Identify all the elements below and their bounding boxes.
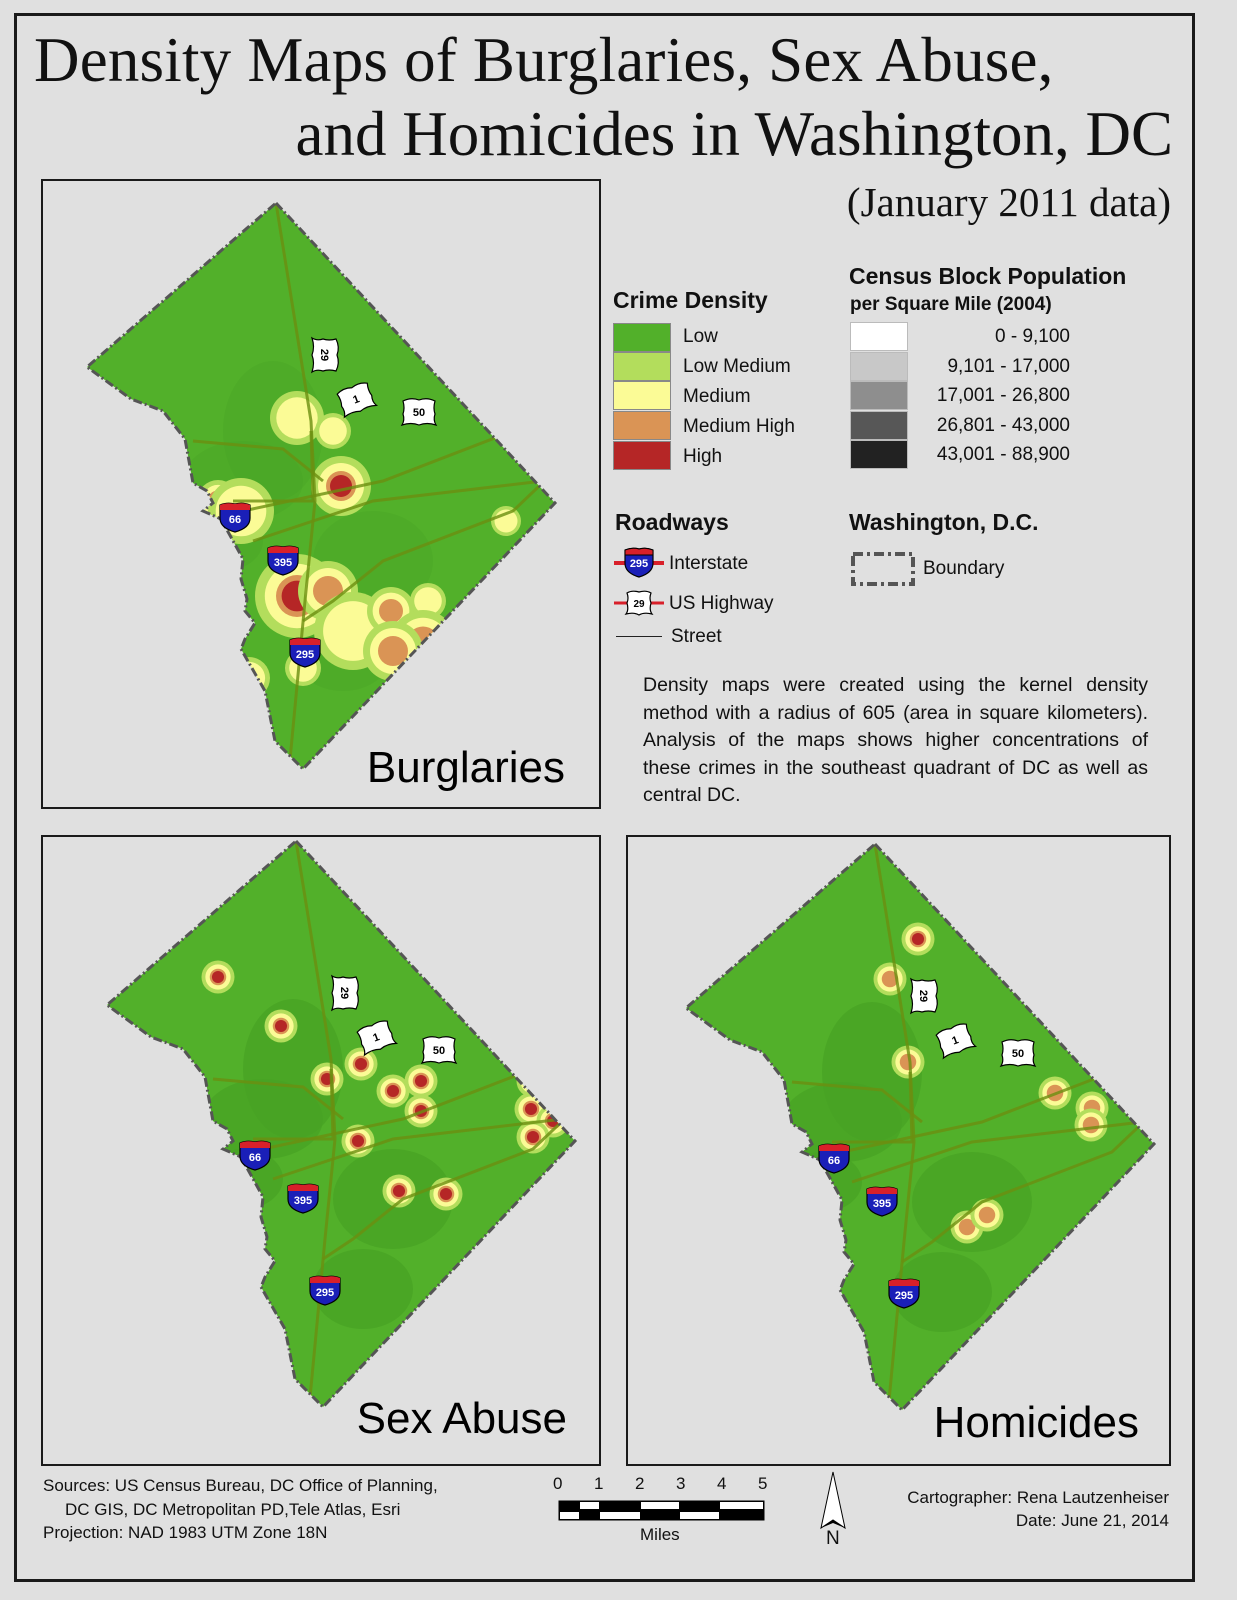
- burglaries-map-frame: 66 395 295 29 1 50 Burglaries: [41, 179, 601, 809]
- svg-text:66: 66: [229, 514, 241, 526]
- legend-label-high: High: [683, 446, 723, 467]
- svg-text:29: 29: [338, 987, 350, 999]
- scale-tick-2: 2: [635, 1474, 645, 1493]
- legend-swatch-low: [613, 323, 671, 352]
- cartographer-credit: Cartographer: Rena Lautzenheiser: [907, 1488, 1169, 1507]
- pop-swatch-5: [850, 440, 908, 469]
- svg-text:1: 1: [950, 1034, 960, 1047]
- scale-tick-4: 4: [717, 1474, 727, 1493]
- pop-range-1: 0 - 9,100: [995, 326, 1070, 347]
- page-title-line1: Density Maps of Burglaries, Sex Abuse,: [34, 25, 1054, 95]
- svg-text:295: 295: [630, 558, 648, 570]
- pop-range-3: 17,001 - 26,800: [936, 385, 1070, 406]
- homicides-map-label: Homicides: [933, 1398, 1139, 1447]
- scale-unit: Miles: [640, 1525, 680, 1544]
- burglaries-map: 66 395 295 29 1 50: [84, 200, 558, 772]
- map-layout-border: [14, 13, 1195, 1582]
- legend-label-medium: Medium: [683, 386, 751, 407]
- street-line-icon: [616, 636, 662, 637]
- legend-label-low: Low: [683, 326, 718, 347]
- svg-text:295: 295: [895, 1290, 913, 1302]
- page-title-line2: and Homicides in Washington, DC: [295, 99, 1173, 169]
- pop-range-5: 43,001 - 88,900: [936, 444, 1070, 465]
- legend-swatch-high: [613, 441, 671, 470]
- scale-tick-0: 0: [553, 1474, 563, 1493]
- legend-label-low-medium: Low Medium: [683, 356, 791, 377]
- population-legend-subtitle: per Square Mile (2004): [850, 294, 1052, 315]
- sources-line1: Sources: US Census Bureau, DC Office of …: [43, 1476, 438, 1495]
- legend-label-medium-high: Medium High: [683, 416, 795, 437]
- boundary-dashed-icon: [851, 552, 915, 586]
- boundary-legend-title: Washington, D.C.: [849, 509, 1039, 535]
- svg-text:66: 66: [828, 1155, 840, 1167]
- svg-text:395: 395: [873, 1198, 891, 1210]
- svg-text:50: 50: [1012, 1048, 1024, 1060]
- legend-swatch-low-medium: [613, 352, 671, 381]
- legend-label-street: Street: [671, 626, 722, 647]
- legend-swatch-medium: [613, 381, 671, 410]
- page-subtitle: (January 2011 data): [846, 179, 1171, 225]
- pop-swatch-2: [850, 352, 908, 381]
- sex-abuse-map-label: Sex Abuse: [356, 1394, 567, 1443]
- scale-tick-5: 5: [758, 1474, 768, 1493]
- svg-text:50: 50: [413, 407, 425, 419]
- pop-swatch-4: [850, 411, 908, 440]
- us-highway-shield-icon: 29: [614, 590, 664, 616]
- sources-line2: DC GIS, DC Metropolitan PD,Tele Atlas, E…: [65, 1500, 401, 1519]
- homicides-map-frame: 66 395 295 29 1 50 Homicides: [626, 835, 1171, 1466]
- crime-density-legend-title: Crime Density: [613, 287, 768, 313]
- svg-text:50: 50: [433, 1045, 445, 1057]
- svg-text:29: 29: [318, 349, 330, 361]
- pop-range-4: 26,801 - 43,000: [936, 415, 1070, 436]
- north-arrow-icon: [820, 1471, 846, 1530]
- legend-label-interstate: Interstate: [669, 553, 749, 574]
- projection-text: Projection: NAD 1983 UTM Zone 18N: [43, 1523, 328, 1542]
- svg-text:66: 66: [249, 1152, 261, 1164]
- legend-swatch-medium-high: [613, 411, 671, 440]
- scale-tick-3: 3: [676, 1474, 686, 1493]
- scale-tick-1: 1: [594, 1474, 604, 1493]
- population-legend-title: Census Block Population: [849, 263, 1127, 289]
- pop-swatch-1: [850, 322, 908, 351]
- burglaries-map-label: Burglaries: [366, 743, 565, 792]
- scale-bar-graphic: [558, 1500, 765, 1521]
- sex-abuse-map-frame: 66 395 295 29 1 50 Sex Abuse: [41, 835, 601, 1466]
- svg-text:1: 1: [371, 1031, 381, 1044]
- legend-label-us-highway: US Highway: [669, 593, 774, 614]
- svg-text:395: 395: [274, 557, 292, 569]
- legend-label-boundary: Boundary: [923, 558, 1005, 579]
- homicides-map: 66 395 295 29 1 50: [683, 841, 1157, 1413]
- north-label: N: [826, 1528, 840, 1549]
- interstate-shield-icon: 295: [614, 547, 664, 578]
- roadways-legend-title: Roadways: [615, 509, 729, 535]
- sex-abuse-map: 66 395 295 29 1 50: [104, 838, 578, 1410]
- svg-text:29: 29: [633, 599, 645, 610]
- methodology-note: Density maps were created using the kern…: [643, 674, 1148, 806]
- svg-text:295: 295: [316, 1287, 334, 1299]
- svg-text:29: 29: [917, 990, 929, 1002]
- pop-range-2: 9,101 - 17,000: [947, 356, 1070, 377]
- svg-text:295: 295: [296, 649, 314, 661]
- map-date: Date: June 21, 2014: [1015, 1511, 1169, 1530]
- svg-text:1: 1: [351, 393, 361, 406]
- pop-swatch-3: [850, 381, 908, 410]
- svg-text:395: 395: [294, 1195, 312, 1207]
